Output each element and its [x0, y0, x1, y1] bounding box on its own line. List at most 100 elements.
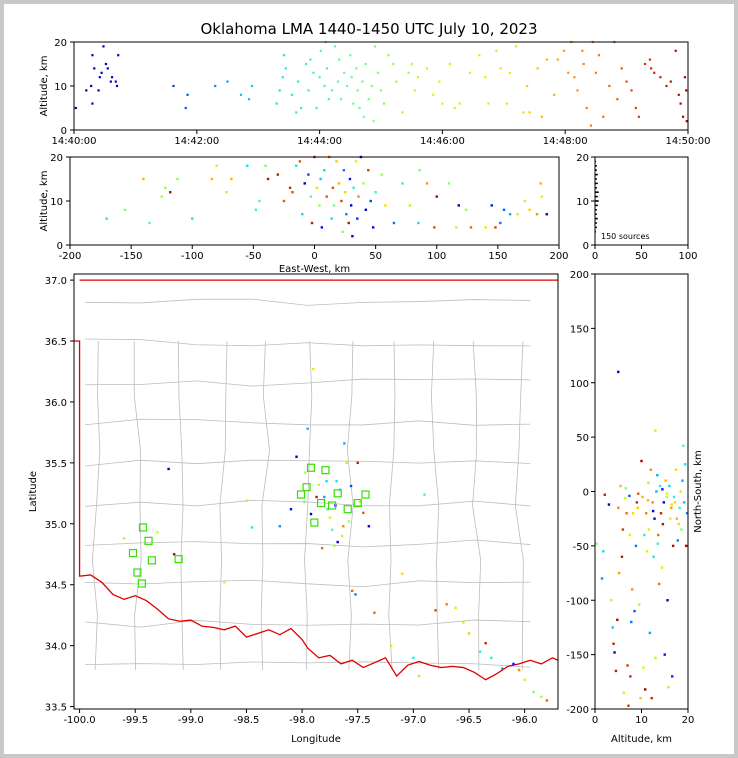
data-point — [289, 507, 293, 511]
lma-station-marker — [296, 490, 306, 499]
data-point — [630, 89, 633, 92]
data-point — [339, 98, 343, 101]
lma-station-marker — [138, 523, 148, 532]
data-point — [616, 618, 619, 622]
x-tick-label: 150 — [488, 251, 507, 262]
data-point — [278, 525, 282, 528]
x-tick-label: -99.5 — [122, 715, 148, 726]
data-point — [191, 217, 194, 220]
county-line — [260, 341, 270, 671]
data-point — [635, 501, 639, 504]
data-point — [630, 620, 633, 624]
data-point — [374, 191, 377, 194]
y-tick-label: 0 — [61, 126, 67, 137]
data-point — [643, 533, 646, 537]
county-line — [85, 298, 531, 306]
data-point — [455, 226, 458, 229]
data-point — [160, 195, 163, 198]
data-point — [526, 84, 529, 88]
x-axis-label: Altitude, km — [611, 734, 672, 745]
data-point — [652, 555, 655, 558]
data-point — [323, 495, 326, 499]
data-point — [637, 115, 640, 118]
state-border — [74, 340, 559, 681]
data-point — [307, 173, 310, 176]
data-point — [665, 495, 668, 499]
lma-station-marker — [328, 501, 337, 510]
data-point — [364, 62, 367, 66]
data-point — [625, 80, 628, 83]
data-point — [384, 204, 387, 207]
data-point — [643, 62, 647, 66]
data-point — [295, 455, 298, 458]
data-point — [408, 204, 412, 207]
x-tick-label: 14:42:00 — [174, 136, 219, 147]
data-point — [659, 76, 662, 79]
data-point — [458, 102, 461, 105]
data-point — [685, 89, 688, 92]
lma-station-marker — [137, 579, 146, 588]
data-point — [667, 686, 670, 689]
axes-frame — [73, 41, 689, 131]
data-point — [417, 221, 420, 225]
y-tick-label: 20 — [50, 153, 63, 164]
data-point — [657, 582, 661, 586]
data-point — [341, 230, 344, 233]
county-line — [177, 341, 184, 671]
county-line — [85, 539, 531, 548]
data-point — [640, 459, 643, 463]
data-point — [535, 213, 539, 216]
north-south-panel: 0 10 20 -200 -150 -100 -50 0 50 100 150 200 Altitude… — [566, 270, 704, 745]
county-line — [430, 340, 440, 671]
data-point — [349, 484, 353, 488]
y-tick-label: 36.0 — [45, 398, 67, 409]
data-point — [682, 444, 685, 448]
data-point — [330, 528, 334, 532]
data-point — [358, 106, 361, 110]
data-point — [641, 495, 644, 499]
data-point — [654, 656, 657, 660]
data-point — [395, 80, 398, 83]
data-point — [294, 164, 298, 167]
county-line — [85, 378, 531, 387]
y-tick-label: 35.0 — [45, 520, 67, 531]
data-point — [562, 49, 566, 52]
data-point — [653, 517, 656, 520]
y-axis-label: Latitude — [28, 471, 39, 512]
data-point — [223, 581, 226, 584]
data-point — [644, 512, 648, 515]
data-point — [90, 84, 93, 88]
county-line — [85, 338, 531, 347]
y-tick-label: 33.5 — [45, 703, 67, 714]
data-point — [594, 71, 597, 74]
data-point — [164, 186, 167, 189]
lma-station-marker — [144, 536, 153, 545]
data-point — [281, 76, 284, 79]
data-point — [362, 115, 365, 118]
data-point — [342, 169, 346, 172]
data-point — [258, 199, 261, 203]
data-point — [114, 80, 117, 83]
data-point — [573, 76, 576, 79]
data-point — [340, 534, 344, 538]
data-point — [523, 678, 526, 681]
data-point — [91, 54, 94, 57]
data-point — [239, 93, 243, 96]
data-point — [369, 199, 372, 203]
y-axis-label: Altitude, km — [39, 56, 50, 117]
lma-figure: Oklahoma LMA 1440-1450 UTC July 10, 2023… — [28, 20, 710, 745]
y-tick-label: 0 — [583, 241, 589, 252]
county-line — [85, 619, 531, 628]
sources-count-label: 150 sources — [601, 232, 650, 241]
data-point — [589, 124, 593, 127]
county-line — [133, 341, 142, 671]
data-point — [330, 89, 333, 92]
x-tick-label: 100 — [678, 251, 697, 262]
data-point — [345, 213, 348, 216]
data-point — [528, 111, 531, 114]
data-point — [666, 599, 669, 602]
data-point — [612, 642, 615, 645]
data-point — [318, 204, 321, 207]
data-point — [425, 67, 429, 70]
data-point — [685, 512, 689, 515]
